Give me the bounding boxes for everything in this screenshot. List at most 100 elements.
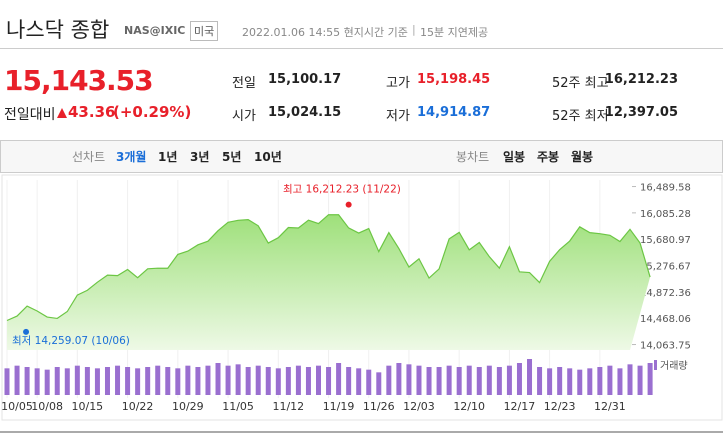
change-label: 전일대비 xyxy=(4,107,56,123)
volume-bar xyxy=(305,367,311,395)
volume-bar xyxy=(537,367,543,395)
volume-bar xyxy=(376,372,382,395)
stat-label: 고가 xyxy=(386,76,410,91)
volume-bar xyxy=(24,367,30,395)
x-tick-label: 12/10 xyxy=(453,400,485,413)
y-tick-label: 15,680.97 xyxy=(640,235,691,246)
x-tick-label: 11/19 xyxy=(323,400,355,413)
volume-bar xyxy=(295,365,301,395)
code: NAS@IXIC xyxy=(124,24,186,37)
volume-bar xyxy=(255,365,261,395)
volume-bar xyxy=(346,367,352,395)
volume-bar xyxy=(104,367,110,395)
volume-bar xyxy=(506,365,512,395)
change: 43.36 xyxy=(68,103,116,121)
volume-bar xyxy=(637,365,643,395)
stat-label: 52주 최저 xyxy=(552,109,609,124)
tab[interactable]: 월봉 xyxy=(571,150,594,164)
volume-bar xyxy=(195,367,201,395)
volume-bar xyxy=(406,364,412,395)
volume-bar xyxy=(446,365,452,395)
annotation: 최저 14,259.07 (10/06) xyxy=(12,335,130,347)
x-tick-label: 12/03 xyxy=(403,400,435,413)
up-icon xyxy=(57,108,67,118)
stat-value: 14,914.87 xyxy=(417,105,491,120)
volume-bar xyxy=(4,368,10,395)
y-tick-label: 14,063.75 xyxy=(640,341,691,352)
x-tick-label: 12/23 xyxy=(544,400,576,413)
tab[interactable]: 일봉 xyxy=(503,150,526,164)
line xyxy=(6,214,651,322)
volume-bar xyxy=(64,368,70,395)
volume-bar xyxy=(436,367,442,395)
plot-frame xyxy=(1,174,723,421)
stat-value: 16,212.23 xyxy=(604,72,678,87)
tab[interactable]: 3개월 xyxy=(116,150,147,164)
tab-label: 봉차트 xyxy=(456,150,490,164)
volume-bar xyxy=(587,368,593,395)
volume-bar xyxy=(547,368,553,395)
x-tick-label: 11/12 xyxy=(272,400,304,413)
volume-bar xyxy=(155,365,161,395)
stat-value: 15,198.45 xyxy=(417,72,491,87)
volume-bar xyxy=(135,368,141,395)
volume-bar xyxy=(326,367,332,395)
volume-bar xyxy=(44,369,50,395)
annotation-dot xyxy=(23,328,30,335)
volume-bar xyxy=(235,364,241,395)
volume-bar xyxy=(336,363,342,395)
volume-bar xyxy=(476,367,482,395)
area xyxy=(7,214,651,350)
volume-bar xyxy=(125,367,131,395)
stat-label: 시가 xyxy=(232,109,256,124)
volume-bar xyxy=(245,367,251,395)
stat-label: 전일 xyxy=(232,76,256,91)
tab[interactable]: 5년 xyxy=(222,150,242,164)
volume-bar xyxy=(426,367,432,395)
x-tick-label: 10/29 xyxy=(172,400,204,413)
volume-bar xyxy=(84,367,90,395)
x-tick-label: 11/26 xyxy=(363,400,395,413)
x-tick-label: 10/15 xyxy=(71,400,103,413)
x-tick-label: 10/05 xyxy=(1,400,33,413)
legend-swatch xyxy=(654,360,657,370)
tab[interactable]: 1년 xyxy=(158,150,178,164)
x-tick-label: 10/22 xyxy=(122,400,154,413)
volume-bar xyxy=(14,365,20,395)
volume-bar xyxy=(265,367,271,395)
volume-bar xyxy=(34,368,40,395)
volume-bar xyxy=(496,367,502,395)
volume-bar xyxy=(557,367,563,395)
y-tick-label: 15,276.67 xyxy=(640,262,691,273)
country: 미국 xyxy=(190,21,219,41)
tab[interactable]: 3년 xyxy=(190,150,210,164)
volume-bar xyxy=(527,359,533,395)
tab[interactable]: 10년 xyxy=(254,150,282,164)
stat-value: 12,397.05 xyxy=(604,105,678,120)
volume-bar xyxy=(456,367,462,395)
volume-bar xyxy=(366,369,372,395)
volume-bar xyxy=(607,365,613,395)
volume-bar xyxy=(416,365,422,395)
volume-bar xyxy=(567,368,573,395)
tab-label: 선차트 xyxy=(72,150,106,164)
volume-bar xyxy=(175,368,181,395)
y-tick-label: 16,085.28 xyxy=(640,209,691,220)
change-pct: (+0.29%) xyxy=(113,103,192,121)
y-tick-label: 16,489.58 xyxy=(640,183,691,194)
volume-bar xyxy=(396,363,402,395)
stat-value: 15,100.17 xyxy=(268,72,342,87)
y-tick-label: 14,872.36 xyxy=(640,288,691,299)
volume-bar xyxy=(597,367,603,395)
stat-label: 52주 최고 xyxy=(552,76,609,91)
volume-bar xyxy=(647,363,653,395)
time: 2022.01.06 14:55 현지시간 기준 xyxy=(242,26,408,39)
tab-bar xyxy=(0,140,723,173)
volume-bar xyxy=(165,367,171,395)
volume-bar xyxy=(486,365,492,395)
tab[interactable]: 주봉 xyxy=(537,150,560,164)
volume-bar xyxy=(94,368,100,395)
volume-bar xyxy=(617,368,623,395)
y-tick-label: 14,468.06 xyxy=(640,314,691,325)
